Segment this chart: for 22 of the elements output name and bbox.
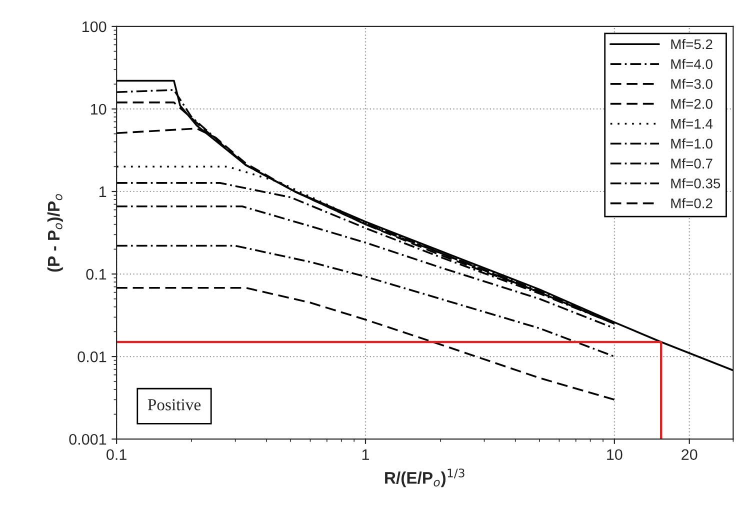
legend-label: Mf=1.4 [671,118,713,129]
y-tick-label: 100 [82,21,106,32]
legend-label: Mf=0.2 [671,198,712,208]
x-tick-label: 1 [362,449,369,460]
legend-label: Mf=2.0 [671,98,712,109]
y-tick-label: 0.001 [69,434,106,445]
annotation: Positive [148,399,201,410]
x-tick-label: 0.1 [106,449,126,460]
legend-label: Mf=3.0 [671,78,712,89]
legend-label: Mf=0.35 [671,178,720,188]
y-tick-label: 0.01 [78,351,106,362]
x-axis-title: R/(E/P$_{o}$)$^{1/3}$ [385,468,464,488]
legend-label: Mf=1.0 [671,138,712,149]
legend-label: Mf=4.0 [671,58,712,70]
x-tick-label: 10 [607,449,622,460]
y-tick-label: 0.1 [86,268,106,280]
y-tick-label: 1 [100,186,106,198]
y-tick-label: 10 [91,104,106,115]
y-axis-title: (P - P$_{o}$)/P$_{o}$ [47,194,63,272]
legend-label: Mf=0.7 [671,158,712,168]
x-tick-label: 20 [682,449,698,460]
legend-label: Mf=5.2 [671,38,712,50]
